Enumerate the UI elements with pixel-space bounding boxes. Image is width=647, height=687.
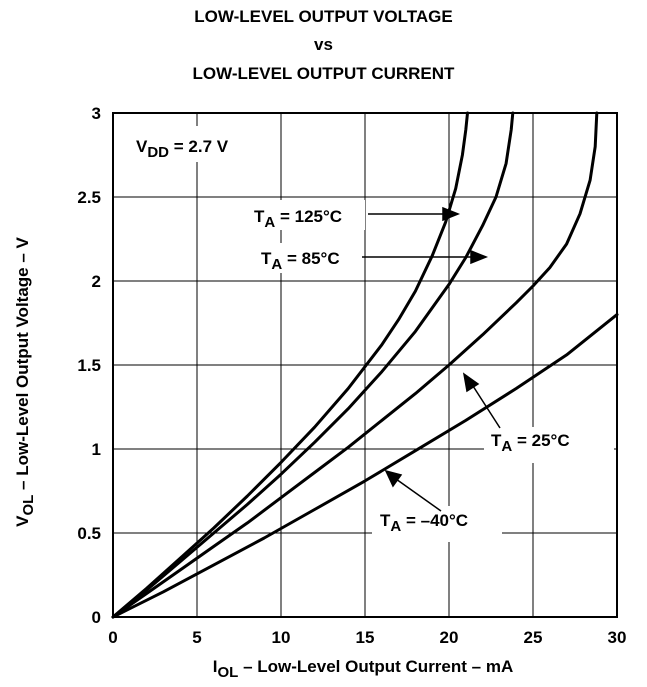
series-label-125c: TA = 125°C — [254, 207, 342, 231]
y-tick-label: 0 — [92, 608, 101, 627]
arrow-125c-head — [442, 206, 461, 222]
series-label-minus40c: TA = –40°C — [380, 511, 468, 535]
label-background — [252, 243, 364, 273]
x-tick-label: 0 — [108, 628, 117, 647]
label-background — [484, 427, 614, 463]
chart-title-line-2: vs — [314, 35, 333, 54]
series-label-25c: TA = 25°C — [491, 431, 570, 455]
x-tick-label: 15 — [356, 628, 375, 647]
arrow-85c-head — [470, 249, 489, 265]
y-tick-label: 2 — [92, 272, 101, 291]
x-tick-label: 25 — [524, 628, 543, 647]
tick-labels: 0 5 10 15 20 25 30 0 0.5 1 1.5 2 2.5 3 — [77, 104, 626, 647]
arrow-25c-head — [462, 372, 480, 393]
x-tick-label: 10 — [272, 628, 291, 647]
plot-frame — [112, 112, 618, 618]
x-tick-label: 30 — [608, 628, 627, 647]
series-line--40°C — [111, 313, 619, 619]
chart-title-line-1: LOW-LEVEL OUTPUT VOLTAGE — [194, 7, 453, 26]
condition-label: VDD = 2.7 V — [136, 137, 229, 161]
chart-title-line-3: LOW-LEVEL OUTPUT CURRENT — [192, 64, 455, 83]
label-background — [372, 506, 502, 542]
x-tick-label: 5 — [192, 628, 201, 647]
y-tick-label: 2.5 — [77, 188, 101, 207]
y-tick-label: 1 — [92, 440, 101, 459]
y-tick-label: 0.5 — [77, 524, 101, 543]
series-label-85c: TA = 85°C — [261, 249, 340, 273]
y-tick-label: 1.5 — [77, 356, 101, 375]
annotation-arrows — [362, 206, 501, 512]
y-tick-label: 3 — [92, 104, 101, 123]
y-axis-label: VOL – Low-Level Output Voltage – V — [13, 236, 37, 526]
series-lines — [111, 111, 619, 619]
arrow-minus40c-head — [384, 469, 403, 488]
x-tick-label: 20 — [440, 628, 459, 647]
x-axis-label: IOL – Low-Level Output Current – mA — [213, 657, 513, 681]
series-line-85°C — [111, 111, 515, 619]
label-background — [128, 126, 258, 162]
arrow-minus40c-line — [395, 478, 442, 512]
series-line-25°C — [111, 111, 599, 619]
label-background — [245, 200, 365, 230]
arrow-25c-line — [472, 385, 501, 429]
series-line-125°C — [111, 111, 469, 619]
